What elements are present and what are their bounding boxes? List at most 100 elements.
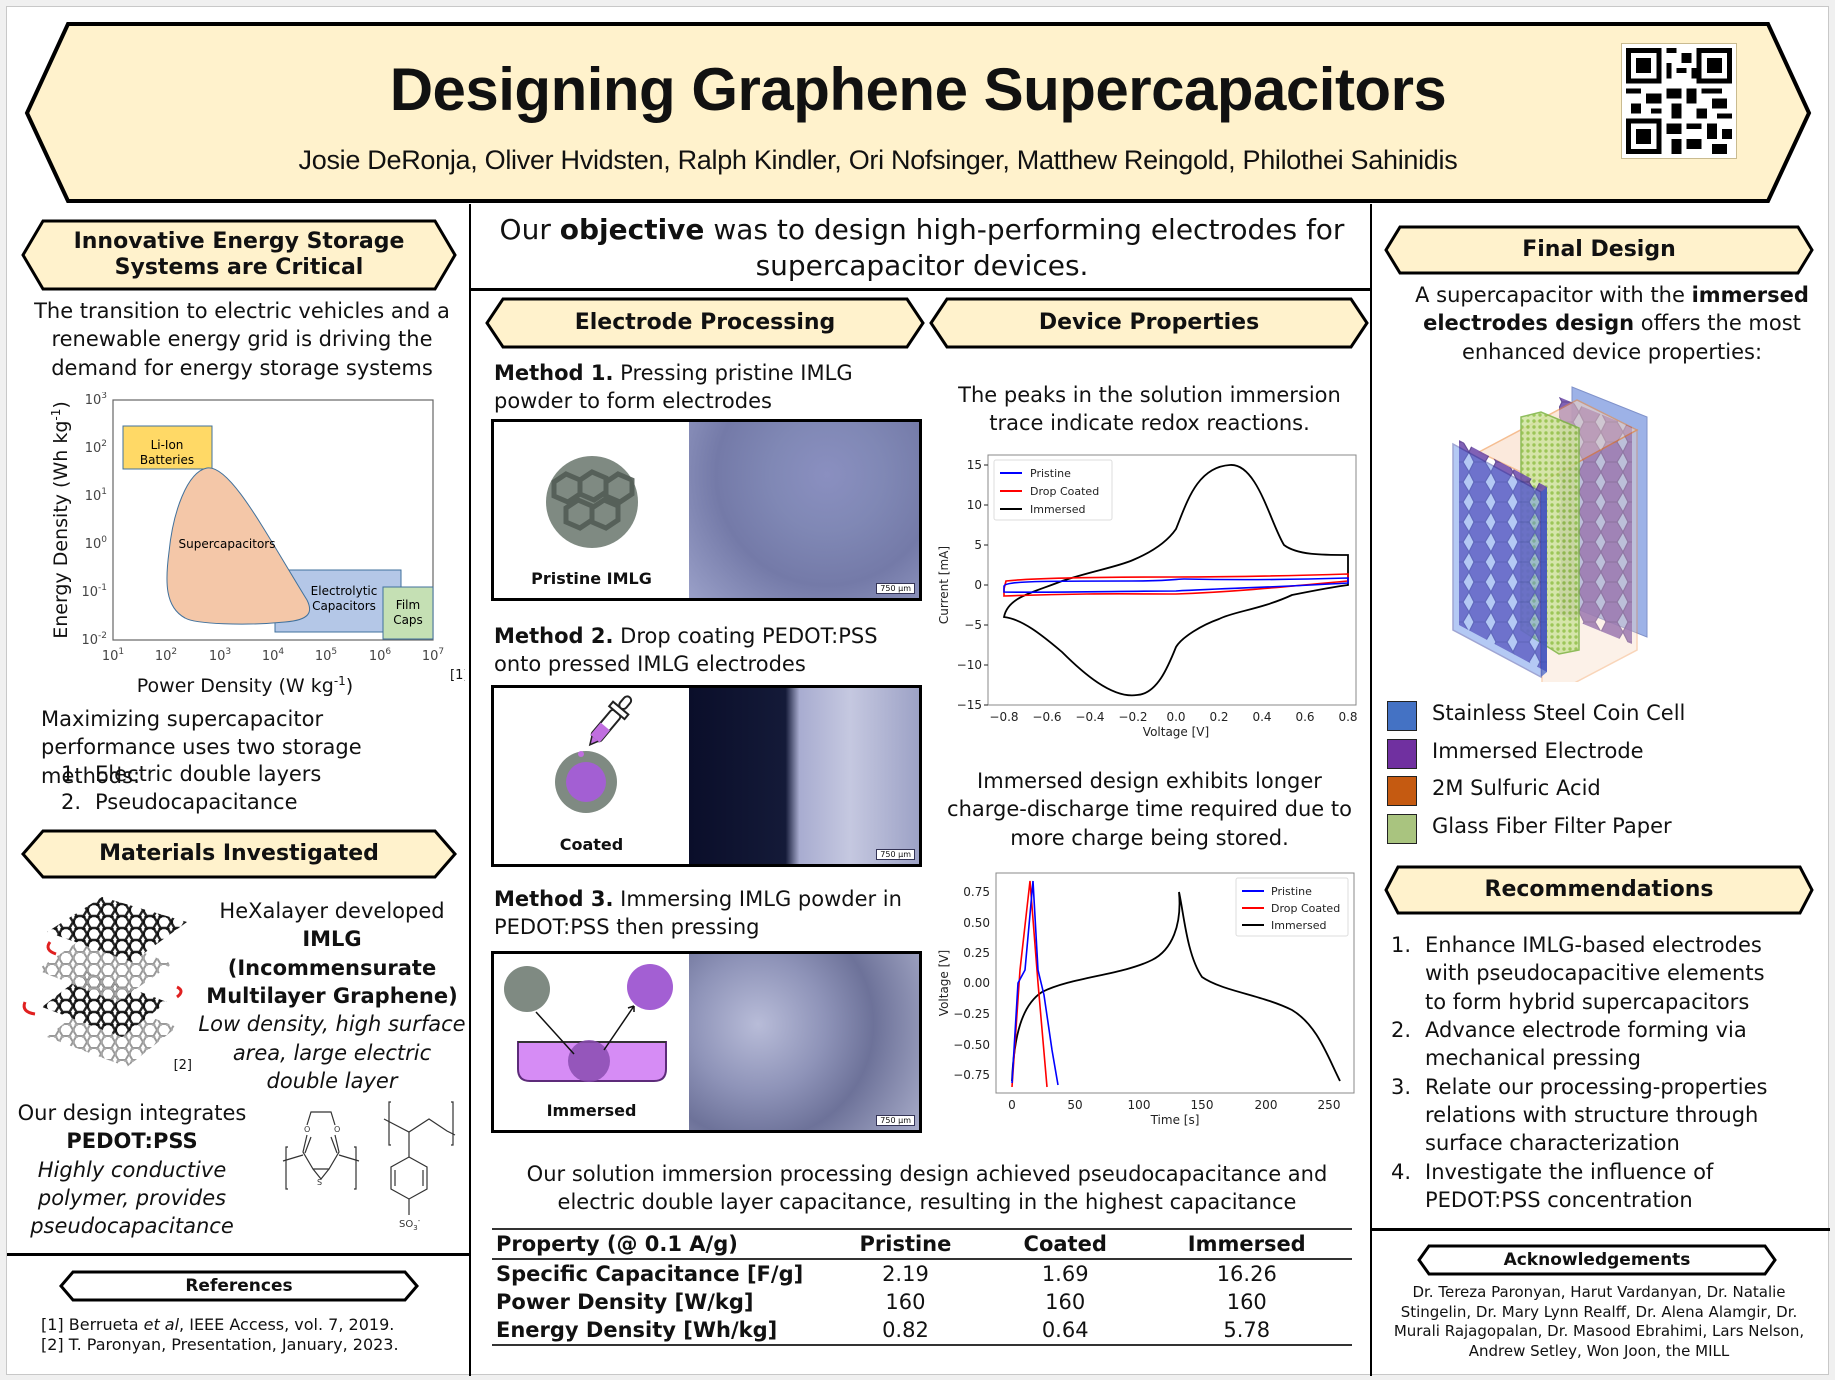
svg-text:10: 10 xyxy=(967,498,982,512)
svg-text:Time [s]: Time [s] xyxy=(1150,1113,1200,1127)
dropper-icon xyxy=(555,695,633,813)
coated-caption: Coated xyxy=(559,835,624,854)
legend-label: Stainless Steel Coin Cell xyxy=(1432,701,1686,725)
imlg-name: IMLG (Incommensurate Multilayer Graphene… xyxy=(206,927,458,1009)
micrograph-pristine: 750 µm xyxy=(689,422,919,598)
svg-text:101: 101 xyxy=(85,487,107,504)
svg-text:−0.4: −0.4 xyxy=(1075,710,1104,724)
acknowledgements-text: Dr. Tereza Paronyan, Harut Vardanyan, Dr… xyxy=(1393,1283,1805,1360)
svg-text:0.25: 0.25 xyxy=(963,946,990,960)
table-row: Energy Density [Wh/kg] 0.82 0.64 5.78 xyxy=(492,1316,1352,1345)
svg-text:SO3-: SO3- xyxy=(399,1217,421,1232)
svg-text:Pristine: Pristine xyxy=(1030,467,1071,480)
supercapacitor-3d-diagram xyxy=(1447,382,1727,702)
svg-text:0: 0 xyxy=(974,578,982,592)
results-summary: Our solution immersion processing design… xyxy=(526,1162,1328,1215)
results-table: Property (@ 0.1 A/g) Pristine Coated Imm… xyxy=(492,1228,1352,1346)
svg-text:−0.25: −0.25 xyxy=(953,1007,990,1021)
svg-text:−0.8: −0.8 xyxy=(989,710,1018,724)
svg-text:104: 104 xyxy=(262,647,285,664)
region-label-li-ion: Li-Ion xyxy=(151,438,184,452)
svg-text:200: 200 xyxy=(1255,1098,1278,1112)
imlg-description: HeXalayer developed IMLG (Incommensurate… xyxy=(197,897,467,1095)
heading-device-properties: Device Properties xyxy=(929,297,1369,349)
svg-text:−0.2: −0.2 xyxy=(1118,710,1147,724)
banner-shape xyxy=(24,22,1812,203)
svg-text:O: O xyxy=(334,1125,340,1134)
column-divider-right xyxy=(1370,204,1372,1376)
references-list: [1] Berrueta et al, IEEE Access, vol. 7,… xyxy=(41,1315,461,1355)
svg-text:0.8: 0.8 xyxy=(1338,710,1357,724)
svg-text:S: S xyxy=(317,1178,322,1187)
table-row: Specific Capacitance [F/g] 2.19 1.69 16.… xyxy=(496,1262,1277,1286)
gcd-caption: Immersed design exhibits longer charge-d… xyxy=(947,769,1352,850)
svg-text:100: 100 xyxy=(1128,1098,1151,1112)
cv-caption: The peaks in the solution immersion trac… xyxy=(958,383,1341,436)
svg-text:Voltage [V]: Voltage [V] xyxy=(1143,725,1209,739)
svg-text:Immersed: Immersed xyxy=(1271,919,1326,932)
svg-text:0.2: 0.2 xyxy=(1209,710,1228,724)
method-1-figure: Pristine IMLG 750 µm xyxy=(491,419,922,601)
table-row: Power Density [W/kg] 160 160 160 xyxy=(496,1290,1267,1314)
citation-1: [1] xyxy=(450,668,465,683)
method-2-figure: Coated 750 µm xyxy=(491,685,922,867)
immersion-diagram-icon xyxy=(504,964,673,1082)
scale-bar: 750 µm xyxy=(876,849,915,860)
svg-text:Immersed: Immersed xyxy=(1030,503,1085,516)
cv-chart: 15 10 5 0 −5 −10 −15 −0.8 −0.6 −0.4 −0.2 0.0 0.2 0… xyxy=(932,447,1372,747)
charge-discharge-chart: 0.75 0.50 0.25 0.00 −0.25 −0.50 −0.75 0 50 100 1… xyxy=(932,865,1372,1135)
imlg-intro: HeXalayer developed xyxy=(219,899,445,923)
micrograph-immersed: 750 µm xyxy=(689,954,919,1130)
region-label-film-caps: Film xyxy=(396,598,420,612)
ragone-chart: Li-Ion Batteries Supercapacitors Electro… xyxy=(45,391,468,702)
imlg-properties: Low density, high surface area, large el… xyxy=(198,1012,466,1094)
svg-text:Current [mA]: Current [mA] xyxy=(937,546,951,624)
svg-text:10-2: 10-2 xyxy=(81,631,107,648)
author-list: Josie DeRonja, Oliver Hvidsten, Ralph Ki… xyxy=(298,145,1458,175)
svg-text:Drop Coated: Drop Coated xyxy=(1030,485,1099,498)
svg-text:0.50: 0.50 xyxy=(963,916,990,930)
objective-statement: Our objective was to design high-perform… xyxy=(499,213,1345,283)
reference-item: [2] T. Paronyan, Presentation, January, … xyxy=(41,1335,399,1354)
svg-text:107: 107 xyxy=(422,647,444,664)
method-3-text: Method 3. Immersing IMLG powder in PEDOT… xyxy=(494,887,902,940)
list-item: 1. Enhance IMLG-based electrodes with pse… xyxy=(1391,933,1765,1014)
svg-text:Power Density (W kg-1): Power Density (W kg-1) xyxy=(137,674,353,697)
svg-text:Voltage [V]: Voltage [V] xyxy=(937,950,951,1016)
svg-text:Batteries: Batteries xyxy=(140,453,194,467)
micrograph-coated: 750 µm xyxy=(689,688,919,864)
svg-text:0: 0 xyxy=(1008,1098,1016,1112)
svg-text:−10: −10 xyxy=(957,658,982,672)
list-item: 2. Pseudocapacitance xyxy=(61,790,298,815)
objective-divider xyxy=(469,288,1372,291)
region-label-electrolytic: Electrolytic xyxy=(311,584,378,598)
svg-text:0.75: 0.75 xyxy=(963,885,990,899)
svg-text:−15: −15 xyxy=(957,698,982,712)
svg-text:102: 102 xyxy=(85,439,107,456)
final-design-description: A supercapacitor with the immersed elect… xyxy=(1415,283,1809,364)
list-item: 2. Advance electrode forming via mechanic… xyxy=(1391,1018,1747,1071)
scale-bar: 750 µm xyxy=(876,1115,915,1126)
svg-text:105: 105 xyxy=(315,647,337,664)
svg-text:103: 103 xyxy=(85,392,107,408)
component-legend: Stainless Steel Coin Cell Immersed Elect… xyxy=(1387,701,1817,851)
immersed-caption: Immersed xyxy=(546,1101,637,1120)
qr-code-icon[interactable] xyxy=(1621,43,1737,159)
heading-acknowledgements: Acknowledgements xyxy=(1417,1244,1777,1276)
svg-text:103: 103 xyxy=(209,647,231,664)
svg-text:−0.75: −0.75 xyxy=(953,1068,990,1082)
svg-text:−5: −5 xyxy=(964,618,982,632)
list-item: 1. Electric double layers xyxy=(61,762,322,786)
svg-text:10-1: 10-1 xyxy=(81,583,107,600)
svg-text:15: 15 xyxy=(967,458,982,472)
legend-swatch-coin-cell xyxy=(1387,701,1417,731)
poster: Designing Graphene Supercapacitors Josie… xyxy=(6,6,1830,1376)
svg-text:5: 5 xyxy=(974,538,982,552)
references-divider xyxy=(7,1253,471,1256)
svg-text:0.6: 0.6 xyxy=(1295,710,1314,724)
table-header-row: Property (@ 0.1 A/g) Pristine Coated Imm… xyxy=(492,1229,1352,1259)
list-item: 3. Relate our processing-properties relat… xyxy=(1391,1074,1768,1156)
heading-references: References xyxy=(59,1270,419,1302)
method-2-text: Method 2. Drop coating PEDOT:PSS onto pr… xyxy=(494,624,878,677)
legend-swatch-acid xyxy=(1387,776,1417,806)
